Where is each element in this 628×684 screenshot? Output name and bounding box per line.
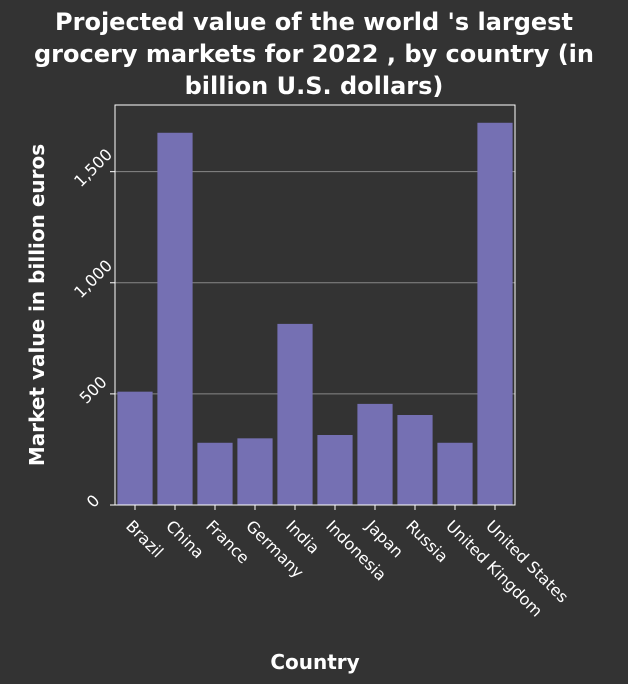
chart-title-line-3: billion U.S. dollars): [185, 72, 444, 100]
bars: [117, 122, 513, 506]
bar-china: [157, 132, 193, 505]
bar-indonesia: [317, 435, 353, 505]
y-axis-label: Market value in billion euros: [25, 144, 49, 466]
bar-france: [197, 442, 233, 505]
chart-title-line-2: grocery markets for 2022 , by country (i…: [34, 40, 594, 68]
bar-japan: [357, 403, 393, 505]
bar-india: [277, 323, 313, 505]
bar-united-states: [477, 122, 513, 506]
bar-brazil: [117, 391, 153, 505]
chart-title-line-1: Projected value of the world 's largest: [55, 8, 573, 36]
plot-frame: [114, 104, 516, 506]
x-axis-label: Country: [270, 650, 359, 674]
axes: [110, 104, 516, 510]
bar-united-kingdom: [437, 442, 473, 505]
bar-russia: [397, 415, 433, 505]
bar-germany: [237, 438, 273, 505]
